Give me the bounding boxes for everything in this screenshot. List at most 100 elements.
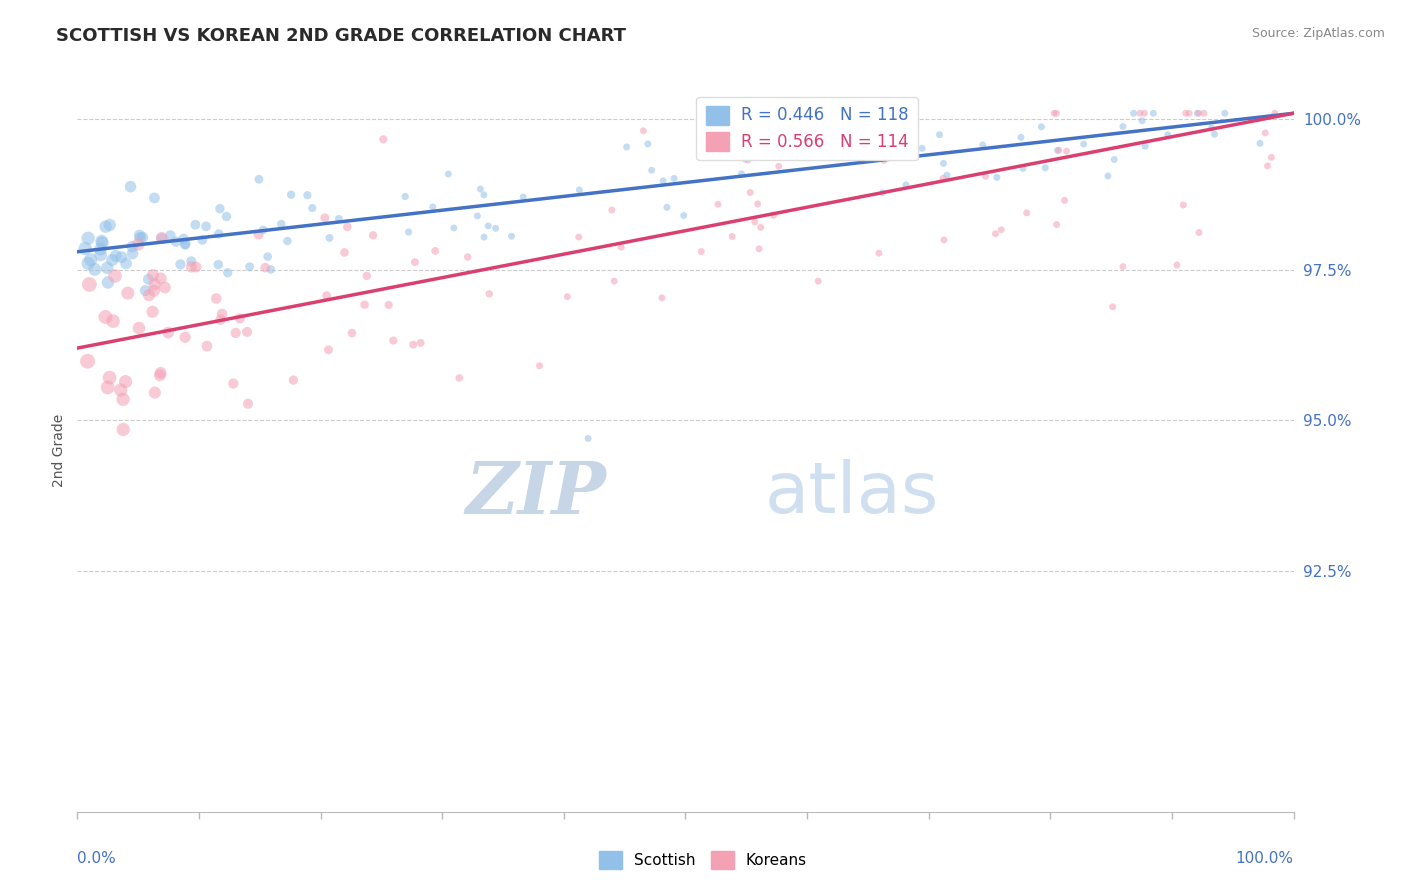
Legend: Scottish, Koreans: Scottish, Koreans [593,845,813,875]
Point [143,385,166,400]
Point [96,260,118,275]
Point [143,191,166,205]
Point [382,334,405,348]
Point [690,244,713,259]
Point [747,197,769,211]
Point [449,371,471,385]
Text: 0.0%: 0.0% [77,852,117,866]
Point [165,235,187,249]
Point [398,225,420,239]
Point [149,271,172,285]
Point [83,262,105,277]
Point [637,136,659,151]
Point [361,228,384,243]
Point [318,231,340,245]
Point [236,397,259,411]
Point [744,143,766,157]
Point [557,290,579,304]
Y-axis label: 2nd Grade: 2nd Grade [52,414,66,487]
Point [180,254,202,268]
Point [616,140,638,154]
Point [353,298,375,312]
Point [1174,106,1197,120]
Point [128,321,150,335]
Point [205,292,228,306]
Point [77,231,100,245]
Point [195,339,218,353]
Point [610,240,633,254]
Point [394,189,416,203]
Point [568,183,591,197]
Text: SCOTTISH VS KOREAN 2ND GRADE CORRELATION CHART: SCOTTISH VS KOREAN 2ND GRADE CORRELATION… [56,27,626,45]
Point [356,268,378,283]
Point [143,284,166,298]
Point [75,242,97,256]
Point [1122,106,1144,120]
Point [377,298,399,312]
Point [98,218,121,232]
Point [333,245,356,260]
Point [315,289,337,303]
Point [443,221,465,235]
Point [1249,136,1271,151]
Point [174,236,197,251]
Point [76,354,98,368]
Point [128,228,150,243]
Point [972,137,994,152]
Point [184,218,207,232]
Point [986,170,1008,185]
Point [707,197,730,211]
Point [1130,113,1153,128]
Point [174,237,197,252]
Point [115,256,138,270]
Point [121,246,143,260]
Point [207,258,229,272]
Point [208,202,231,216]
Point [477,219,499,233]
Point [457,250,479,264]
Text: atlas: atlas [765,459,939,528]
Point [1043,106,1066,120]
Point [1045,106,1067,120]
Point [256,250,278,264]
Point [114,375,136,389]
Point [936,168,959,182]
Point [90,242,112,256]
Point [328,211,350,226]
Point [484,221,506,235]
Point [149,368,172,383]
Point [283,373,305,387]
Point [1133,139,1156,153]
Point [104,268,127,283]
Point [470,182,492,196]
Point [568,230,591,244]
Point [974,169,997,184]
Point [276,234,298,248]
Point [211,307,233,321]
Point [1204,128,1226,142]
Point [1133,106,1156,120]
Point [737,153,759,167]
Point [1260,150,1282,164]
Point [318,343,340,357]
Point [225,326,247,340]
Point [117,286,139,301]
Point [149,366,172,380]
Point [1033,161,1056,175]
Point [270,217,292,231]
Point [1188,106,1211,120]
Point [141,305,163,319]
Point [652,174,675,188]
Point [110,383,132,397]
Point [173,232,195,246]
Point [886,149,908,163]
Point [744,215,766,229]
Point [467,209,489,223]
Point [841,151,863,165]
Point [1031,120,1053,134]
Point [640,163,662,178]
Point [1178,106,1201,120]
Point [138,272,160,286]
Point [1173,198,1195,212]
Point [101,253,124,268]
